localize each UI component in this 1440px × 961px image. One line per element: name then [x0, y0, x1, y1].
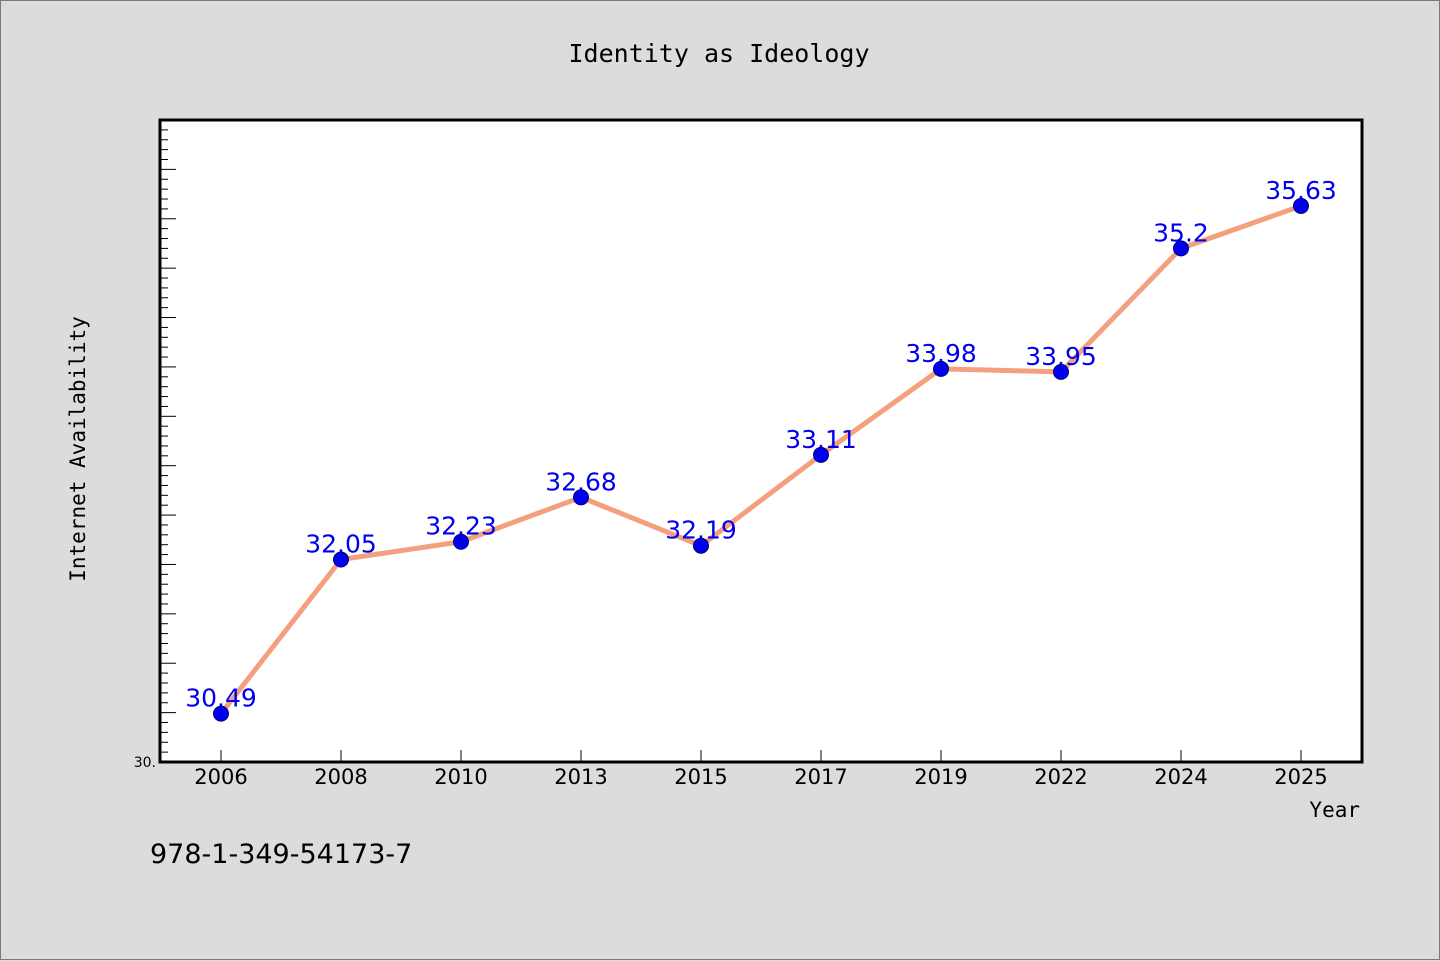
data-point	[693, 537, 709, 554]
data-point	[213, 705, 229, 722]
y-axis-title: Internet Availability	[66, 316, 90, 582]
x-tick-label: 2024	[1154, 765, 1207, 789]
data-point	[1173, 240, 1189, 257]
data-point	[333, 551, 349, 568]
x-tick-label: 2010	[434, 765, 487, 789]
x-tick-label: 2022	[1034, 765, 1087, 789]
chart-title: Identity as Ideology	[568, 39, 869, 68]
x-tick-label: 2006	[194, 765, 247, 789]
data-point	[933, 360, 949, 377]
x-tick-label: 2025	[1274, 765, 1327, 789]
x-tick-label: 2013	[554, 765, 607, 789]
x-tick-label: 2019	[914, 765, 967, 789]
x-axis-title: Year	[1309, 798, 1360, 822]
data-point	[1293, 197, 1309, 214]
data-point	[453, 533, 469, 550]
x-tick-label: 2017	[794, 765, 847, 789]
plot-area	[158, 118, 1364, 764]
x-axis-ticks	[220, 750, 1302, 762]
data-point	[813, 446, 829, 463]
data-markers	[213, 197, 1309, 722]
y-axis-ticks	[160, 129, 176, 763]
data-point	[573, 489, 589, 506]
x-axis-tick-labels: 2006 2008 2010 2013 2015 2017 2019 2022 2024 2025	[194, 765, 1327, 789]
x-tick-label: 2008	[314, 765, 367, 789]
isbn-footer: 978-1-349-54173-7	[150, 839, 412, 870]
data-point	[1053, 363, 1069, 380]
series-line	[218, 203, 1304, 717]
y-tick-label: 30.	[134, 755, 156, 771]
x-tick-label: 2015	[674, 765, 727, 789]
